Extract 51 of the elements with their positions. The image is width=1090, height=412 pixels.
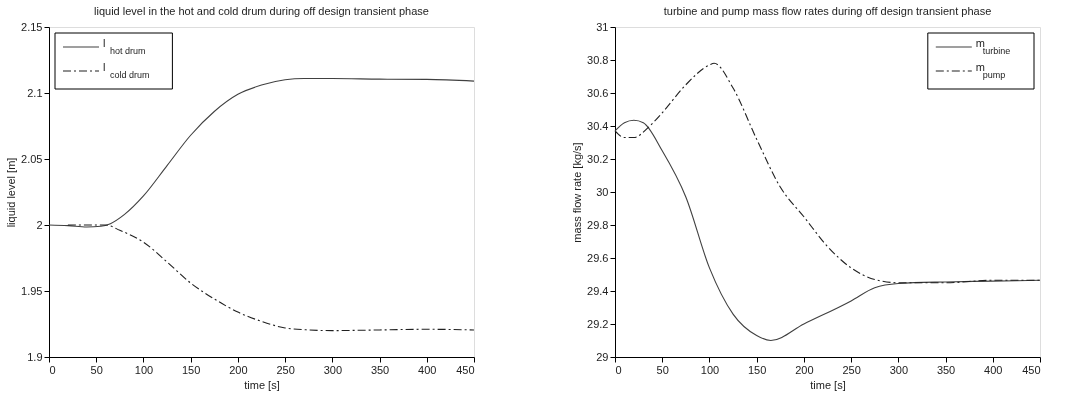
chart-title: turbine and pump mass flow rates during off design transient phase (663, 5, 992, 17)
x-tick-label: 0 (615, 363, 622, 376)
line-series (67, 224, 475, 332)
x-tick-label: 300 (323, 363, 343, 376)
legend-label: lhot drum (103, 37, 146, 56)
line-series (614, 62, 1041, 284)
x-tick-label: 350 (936, 363, 956, 376)
x-tick-label: 250 (276, 363, 295, 376)
y-tick-label: 29 (596, 350, 609, 363)
x-tick-label: 150 (747, 363, 767, 376)
line-series (48, 77, 475, 228)
y-tick-label: 2 (36, 218, 43, 231)
x-tick-label: 300 (889, 363, 909, 376)
x-tick-label: 100 (700, 363, 720, 376)
y-tick-label: 29.6 (587, 251, 609, 264)
x-tick-label: 50 (656, 363, 669, 376)
x-tick-label: 400 (984, 363, 1003, 376)
y-tick-label: 30 (596, 185, 609, 198)
y-tick-label: 30.2 (587, 152, 609, 165)
chart-title: liquid level in the hot and cold drum during off design transient phase (94, 5, 429, 17)
y-tick-label: 30.6 (587, 86, 609, 99)
legend-label: mpump (975, 61, 1006, 80)
y-tick-label: 1.95 (21, 284, 43, 297)
x-tick-label: 150 (181, 363, 201, 376)
legend-label: mturbine (975, 37, 1011, 56)
y-tick-label: 2.15 (21, 20, 43, 33)
x-tick-label: 50 (90, 363, 103, 376)
legend-label: lcold drum (103, 61, 150, 80)
y-axis-title: liquid level [m] (5, 157, 18, 228)
y-tick-label: 30.4 (587, 119, 609, 132)
x-axis-title: time [s] (810, 378, 846, 391)
x-tick-label: 250 (842, 363, 861, 376)
y-tick-label: 2.1 (27, 86, 43, 99)
y-tick-label: 29.4 (587, 284, 609, 297)
y-tick-label: 2.05 (21, 152, 43, 165)
y-tick-label: 29.8 (587, 218, 609, 231)
line-series (614, 119, 1041, 342)
y-tick-label: 1.9 (27, 350, 43, 363)
x-tick-label: 350 (370, 363, 390, 376)
x-tick-label: 100 (134, 363, 154, 376)
y-axis-title: mass flow rate [kg/s] (571, 142, 584, 243)
y-tick-label: 30.8 (587, 53, 609, 66)
x-tick-label: 0 (49, 363, 56, 376)
x-tick-label: 450 (456, 363, 475, 376)
x-tick-label: 400 (418, 363, 437, 376)
y-tick-label: 29.2 (587, 317, 609, 330)
y-tick-label: 31 (596, 20, 609, 33)
x-tick-label: 200 (229, 363, 248, 376)
x-axis-title: time [s] (244, 378, 280, 391)
x-tick-label: 450 (1022, 363, 1041, 376)
x-tick-label: 200 (795, 363, 814, 376)
